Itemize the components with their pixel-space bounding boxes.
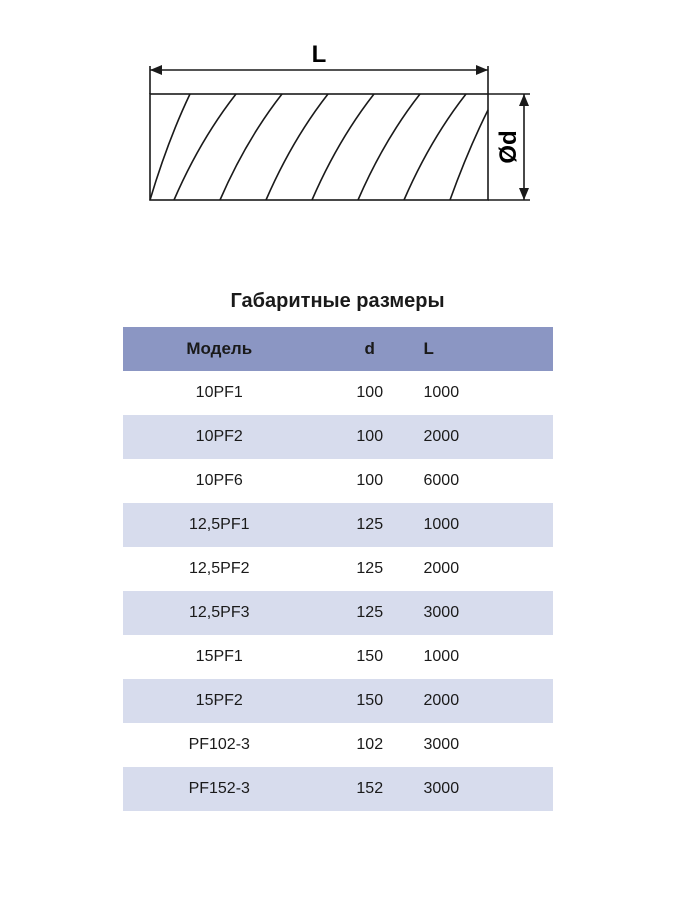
cell-L: 1000 xyxy=(424,384,460,402)
cell-L: 6000 xyxy=(424,472,460,490)
table-row: PF102-31023000 xyxy=(123,723,553,767)
dimension-diagram: L Ød xyxy=(128,40,548,230)
cell-model: PF152-3 xyxy=(123,780,317,798)
cell-d: 125 xyxy=(316,604,424,622)
cell-d: 100 xyxy=(316,472,424,490)
cell-L: 3000 xyxy=(424,780,460,798)
cell-model: 10PF1 xyxy=(123,384,317,402)
table-row: 12,5PF21252000 xyxy=(123,547,553,591)
cell-model: PF102-3 xyxy=(123,736,317,754)
cell-L: 1000 xyxy=(424,516,460,534)
cell-model: 15PF1 xyxy=(123,648,317,666)
cell-L: 1000 xyxy=(424,648,460,666)
cell-d: 100 xyxy=(316,384,424,402)
cell-L: 3000 xyxy=(424,736,460,754)
cell-model: 12,5PF1 xyxy=(123,516,317,534)
label-L: L xyxy=(311,41,326,68)
table-row: 10PF21002000 xyxy=(123,415,553,459)
cell-d: 125 xyxy=(316,560,424,578)
cell-d: 100 xyxy=(316,428,424,446)
page: L Ød Габаритные размеры МодельdL10PF1100… xyxy=(0,0,675,811)
cell-L: 3000 xyxy=(424,604,460,622)
cell-d: 150 xyxy=(316,692,424,710)
table-row: PF152-31523000 xyxy=(123,767,553,811)
cell-L: 2000 xyxy=(424,560,460,578)
cell-model: 10PF2 xyxy=(123,428,317,446)
label-d: Ød xyxy=(495,130,522,163)
cell-model: 12,5PF2 xyxy=(123,560,317,578)
table-row: 12,5PF11251000 xyxy=(123,503,553,547)
cell-L: 2000 xyxy=(424,428,460,446)
table-row: 15PF21502000 xyxy=(123,679,553,723)
table-row: 15PF11501000 xyxy=(123,635,553,679)
column-header-L: L xyxy=(424,339,434,359)
cell-d: 125 xyxy=(316,516,424,534)
table-row: 10PF61006000 xyxy=(123,459,553,503)
table-header-row: МодельdL xyxy=(123,327,553,371)
table-title: Габаритные размеры xyxy=(230,290,444,313)
cell-model: 12,5PF3 xyxy=(123,604,317,622)
cell-model: 10PF6 xyxy=(123,472,317,490)
cell-d: 102 xyxy=(316,736,424,754)
table-row: 12,5PF31253000 xyxy=(123,591,553,635)
column-header-model: Модель xyxy=(123,339,317,359)
column-header-d: d xyxy=(316,339,424,359)
cell-L: 2000 xyxy=(424,692,460,710)
cell-d: 150 xyxy=(316,648,424,666)
cell-d: 152 xyxy=(316,780,424,798)
cell-model: 15PF2 xyxy=(123,692,317,710)
dimensions-table: МодельdL10PF1100100010PF2100200010PF6100… xyxy=(123,327,553,811)
table-row: 10PF11001000 xyxy=(123,371,553,415)
